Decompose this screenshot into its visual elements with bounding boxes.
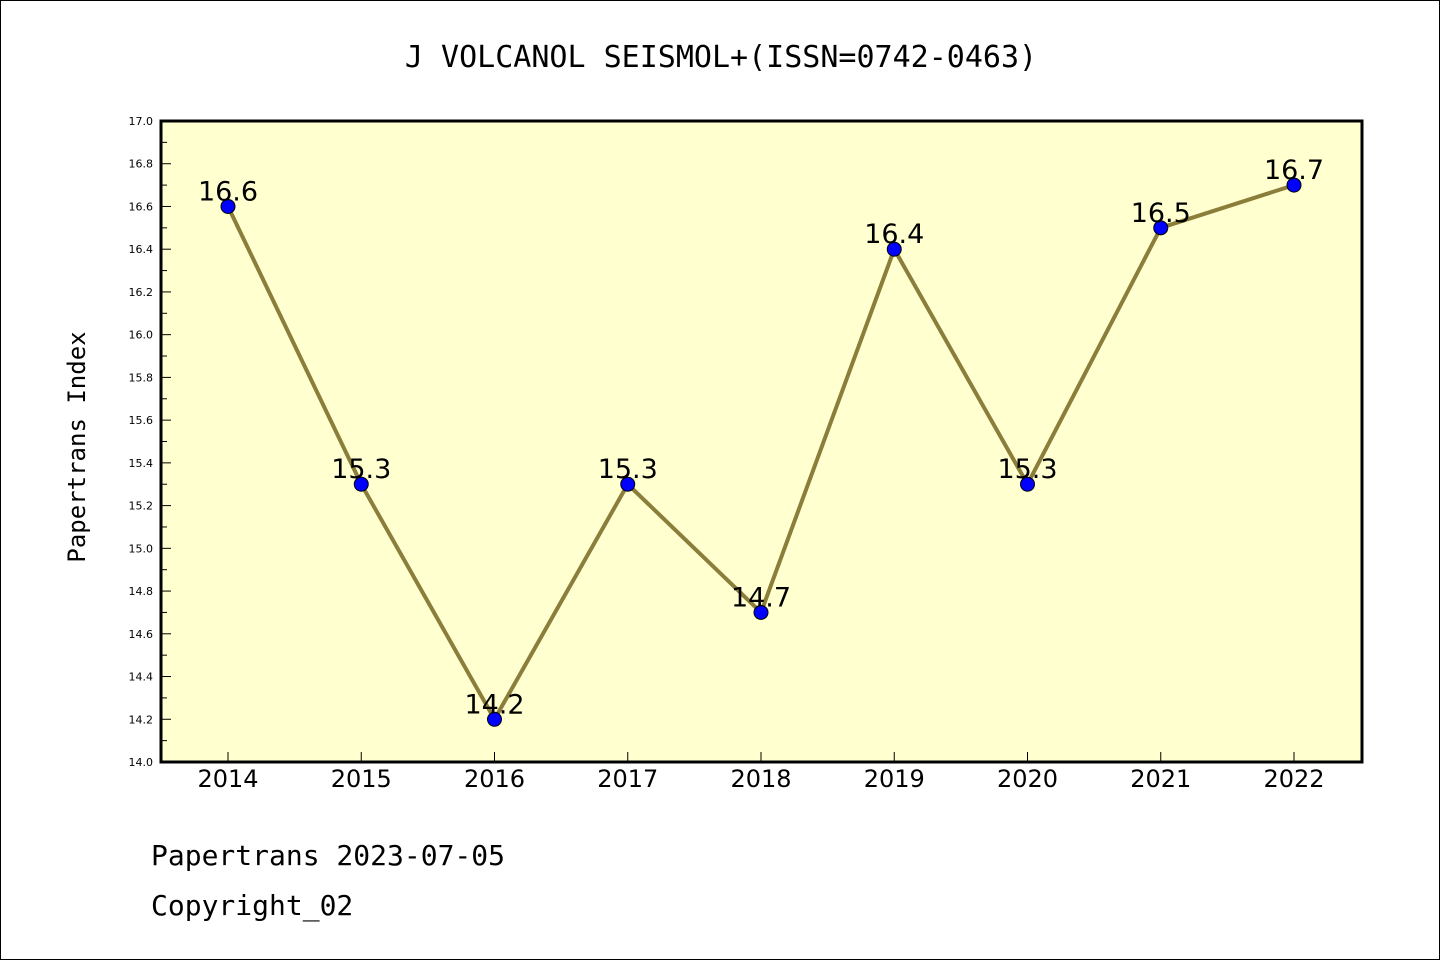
y-axis: 14.0 14.2 14.4 14.6 14.8 15.0 15.2 15.4 15.6 15.8… xyxy=(129,115,171,769)
data-label: 16.4 xyxy=(864,219,924,250)
data-point xyxy=(1286,177,1302,193)
data-point xyxy=(1020,476,1035,492)
y-tick-label: 17.0 xyxy=(129,115,154,128)
series-group: 16.6 15.3 14.2 15.3 14.7 16.4 15.3 16.5 16.7 xyxy=(198,155,1324,727)
y-tick-label: 15.4 xyxy=(129,457,154,470)
data-point xyxy=(487,711,502,727)
x-tick-label: 2015 xyxy=(331,765,392,793)
x-tick-label: 2017 xyxy=(597,765,658,793)
y-tick-label: 16.8 xyxy=(129,158,154,171)
data-point xyxy=(620,476,636,492)
x-axis: 2014 2015 2016 2017 2018 2019 2020 2021 2022 xyxy=(197,752,1325,793)
y-axis-label: Papertrans Index xyxy=(63,331,91,562)
footer-copyright: Copyright_02 xyxy=(151,889,353,923)
x-tick-label: 2022 xyxy=(1263,765,1324,793)
data-label: 16.7 xyxy=(1264,155,1324,186)
data-label: 16.6 xyxy=(198,176,258,207)
data-point xyxy=(753,604,769,620)
y-tick-label: 15.2 xyxy=(129,500,154,513)
x-tick-label: 2018 xyxy=(730,765,791,793)
data-label: 14.7 xyxy=(731,582,791,613)
y-tick-label: 14.4 xyxy=(129,671,154,684)
data-label: 15.3 xyxy=(997,454,1057,485)
x-tick-label: 2021 xyxy=(1130,765,1191,793)
y-tick-label: 15.6 xyxy=(129,414,154,427)
data-label: 14.2 xyxy=(464,689,524,720)
y-tick-label: 16.6 xyxy=(129,200,154,213)
data-point xyxy=(353,476,369,492)
y-tick-label: 14.0 xyxy=(129,756,154,769)
data-label: 16.5 xyxy=(1131,198,1191,229)
footer-date: Papertrans 2023-07-05 xyxy=(151,839,505,872)
data-label: 15.3 xyxy=(598,454,658,485)
data-point xyxy=(220,198,236,214)
y-tick-label: 14.6 xyxy=(129,628,154,641)
chart-title: J VOLCANOL SEISMOL+(ISSN=0742-0463) xyxy=(405,40,1037,75)
data-label: 15.3 xyxy=(331,454,391,485)
y-tick-label: 16.4 xyxy=(129,243,154,256)
y-tick-label: 15.0 xyxy=(129,542,154,555)
y-tick-label: 16.2 xyxy=(129,286,154,299)
y-tick-label: 16.0 xyxy=(129,329,154,342)
y-tick-label: 14.8 xyxy=(129,585,154,598)
x-tick-label: 2014 xyxy=(197,765,258,793)
data-point xyxy=(886,241,902,257)
x-tick-label: 2016 xyxy=(464,765,525,793)
y-tick-label: 15.8 xyxy=(129,371,154,384)
x-tick-label: 2020 xyxy=(997,765,1058,793)
x-tick-label: 2019 xyxy=(864,765,925,793)
data-point xyxy=(1153,220,1169,236)
y-tick-label: 14.2 xyxy=(129,713,154,726)
